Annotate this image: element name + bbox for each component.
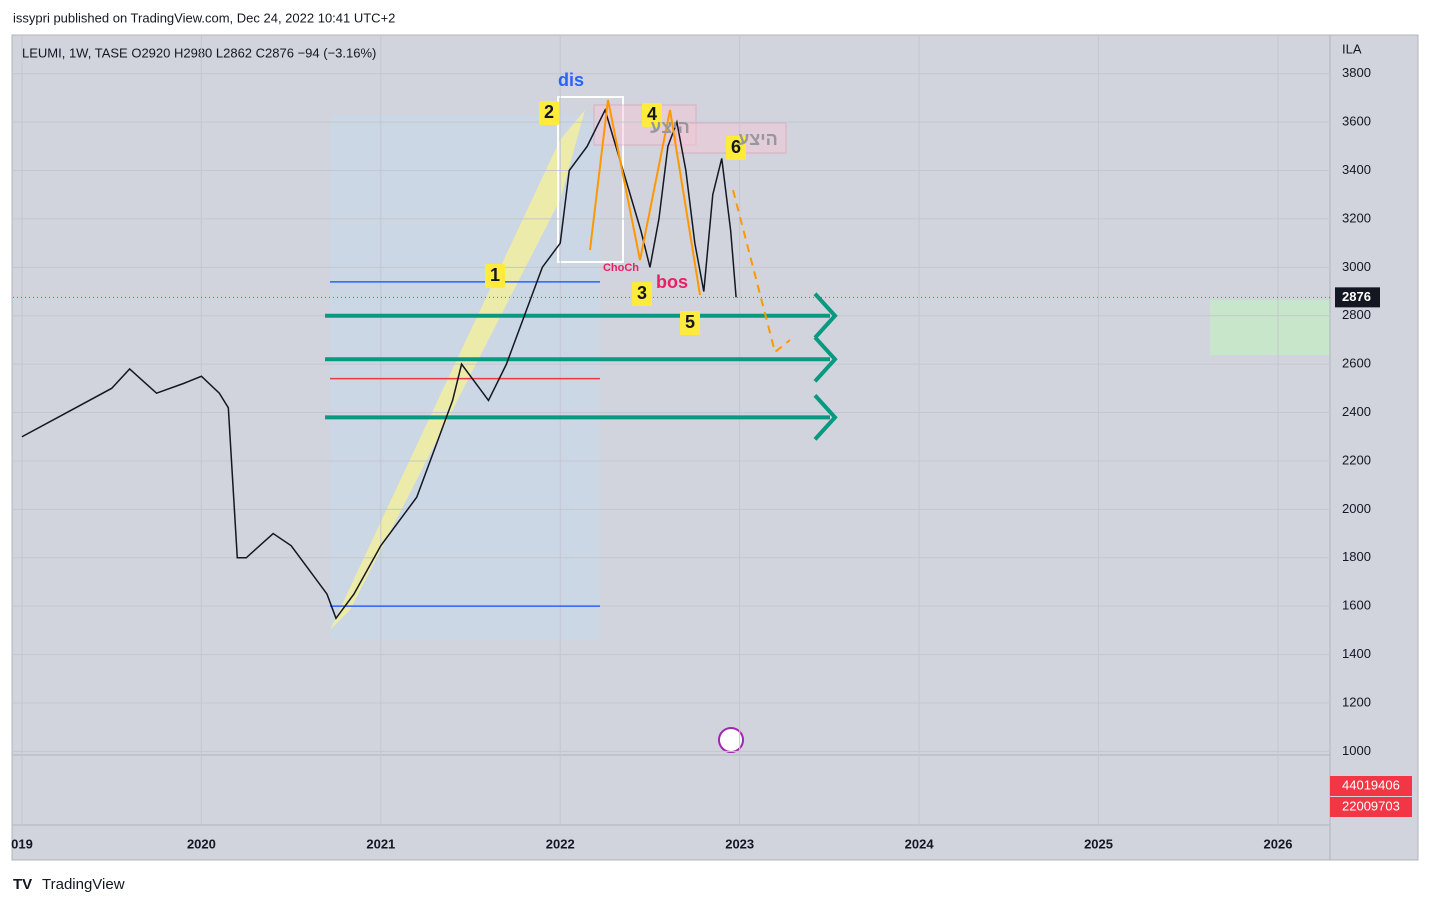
annotation: bos <box>656 272 688 292</box>
volume-label-bg <box>1330 797 1412 817</box>
annotation: 4 <box>647 104 657 124</box>
y-tick-label: 3400 <box>1342 162 1371 177</box>
annotation: היצע <box>738 129 778 149</box>
wave <box>589 99 701 296</box>
volume-label: 22009703 <box>1342 798 1400 813</box>
x-tick-label: 2026 <box>1264 836 1293 851</box>
level-arrow <box>813 292 838 340</box>
x-tick-label: 2024 <box>905 836 935 851</box>
y-tick-label: 1000 <box>1342 743 1371 758</box>
annotation-box <box>726 136 746 160</box>
currency: ILA <box>1342 41 1362 56</box>
annotation-box <box>642 103 662 127</box>
price-label: 2876 <box>1342 289 1371 304</box>
annotation-box <box>539 101 559 125</box>
x-tick-label: 2023 <box>725 836 754 851</box>
y-tick-label: 3800 <box>1342 65 1371 80</box>
annotation-box <box>680 311 700 335</box>
trend-channel <box>330 110 585 630</box>
chart-frame <box>11 34 1419 861</box>
level-arrow <box>813 335 838 383</box>
x-tick-label: 2021 <box>366 836 395 851</box>
annotation: 2 <box>544 102 554 122</box>
y-tick-label: 2200 <box>1342 452 1371 467</box>
annotation: 5 <box>685 312 695 332</box>
chart-title: LEUMI, 1W, TASE O2920 H2980 L2862 C2876 … <box>22 45 376 60</box>
annotation: 1 <box>490 265 500 285</box>
y-tick-label: 1200 <box>1342 694 1371 709</box>
brand: TradingView <box>42 876 125 893</box>
y-tick-label: 1600 <box>1342 598 1371 613</box>
range-zone <box>1210 300 1330 355</box>
price-label-bg <box>1335 287 1380 308</box>
event-icon[interactable] <box>718 727 744 753</box>
y-tick-label: 3000 <box>1342 259 1371 274</box>
y-tick-label: 2600 <box>1342 356 1371 371</box>
annotation-box <box>485 264 505 288</box>
y-tick-label: 2400 <box>1342 404 1371 419</box>
x-tick-label: 2025 <box>1084 836 1113 851</box>
annotation: היצע <box>650 117 690 137</box>
annotation-box <box>632 282 652 306</box>
annotation: dis <box>558 70 584 90</box>
annotation: 6 <box>731 137 741 157</box>
level-arrow <box>813 394 838 441</box>
brand-logo: TV <box>13 876 32 893</box>
volume-label-bg <box>1330 776 1412 796</box>
subtitle: issypri published on TradingView.com, De… <box>13 10 395 25</box>
annotation: ChoCh <box>603 262 639 274</box>
x-tick-label: 2022 <box>546 836 575 851</box>
x-tick-label: 019 <box>11 836 33 851</box>
y-tick-label: 1400 <box>1342 646 1371 661</box>
y-tick-label: 1800 <box>1342 549 1371 564</box>
y-tick-label: 3200 <box>1342 210 1371 225</box>
volume-label: 44019406 <box>1342 777 1400 792</box>
y-tick-label: 2800 <box>1342 307 1371 322</box>
annotation: 3 <box>637 283 647 303</box>
x-tick-label: 2020 <box>187 836 216 851</box>
y-tick-label: 2000 <box>1342 501 1371 516</box>
y-tick-label: 3600 <box>1342 114 1371 129</box>
